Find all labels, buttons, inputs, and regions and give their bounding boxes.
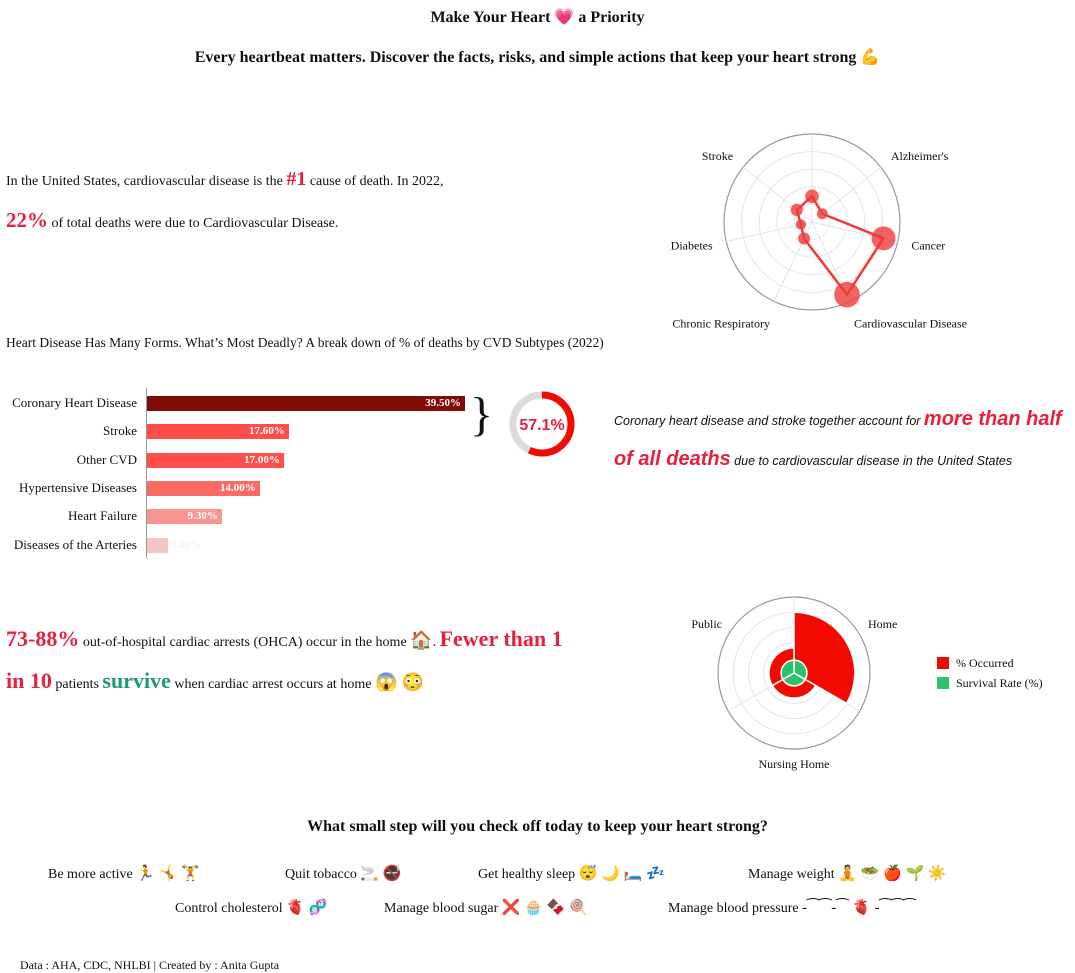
page-title: Make Your Heart 💗 a Priority <box>430 9 645 26</box>
step-emoji-icons: 🏃 🤸 🏋️ <box>136 866 200 882</box>
bar-category-label: Heart Failure <box>68 508 137 524</box>
cvd-pct-highlight: 22% <box>6 208 48 232</box>
radar-data-point <box>790 203 803 217</box>
bar <box>147 452 284 468</box>
radar-axis-label: Diabetes <box>671 239 713 253</box>
radar-data-point <box>834 281 860 308</box>
step-label: Be more active <box>48 867 133 882</box>
bar <box>147 509 222 525</box>
legend-swatch <box>937 657 949 669</box>
step-emoji-icons: 😴 🌙 🛏️ 💤 <box>578 866 665 882</box>
radar-data-point <box>816 208 828 220</box>
bar-value-label: 2.60% <box>170 538 202 551</box>
bar <box>147 480 260 496</box>
callout-a: Coronary heart disease and stroke togeth… <box>614 414 924 428</box>
ohca-dot: . <box>432 635 440 650</box>
bar-value-label: 14.00% <box>219 481 256 494</box>
bar-category-label: Hypertensive Diseases <box>18 479 137 495</box>
shocked-face-icons: 😱 😳 <box>374 672 425 692</box>
bar <box>147 424 289 440</box>
step-label: Quit tobacco <box>285 867 357 882</box>
step-label: Manage blood sugar <box>384 901 499 916</box>
callout-text: Coronary heart disease and stroke togeth… <box>614 400 1064 480</box>
polar-category-label: Home <box>868 617 897 631</box>
ohca-location-polar-chart: Home Nursing Home Public % Occurred Survival… <box>691 596 1043 771</box>
radar-axis-label: Chronic Respiratory <box>672 317 770 331</box>
polar-category-label: Nursing Home <box>759 757 830 771</box>
step-emoji-icons: 🫀 🧬 <box>286 900 328 916</box>
step-label: Control cholesterol <box>175 901 283 916</box>
radar-axis-label: Alzheimer's <box>891 149 949 163</box>
radar-data-point <box>798 232 811 245</box>
ohca-pct-highlight: 73-88% <box>6 626 80 651</box>
bar-category-label: Coronary Heart Disease <box>12 395 137 410</box>
bar-category-label: Other CVD <box>76 451 137 467</box>
radar-axis-label: Cancer <box>911 239 945 253</box>
bar <box>147 537 168 553</box>
combined-share-donut: 57.1% <box>509 391 575 457</box>
step-label: Manage blood pressure <box>668 901 799 916</box>
donut-label: 57.1% <box>519 417 564 434</box>
bar-value-label: 17.60% <box>248 425 285 438</box>
radar-axis-label: Cardiovascular Disease <box>854 317 967 331</box>
step-item: Manage weight 🧘 🥗 🍎 🌱 ☀️ <box>748 864 947 883</box>
step-emoji-icons: 🧘 🥗 🍎 🌱 ☀️ <box>838 866 947 882</box>
callout-highlight: more than half of all deaths <box>614 408 1062 470</box>
intro-text-c: of total deaths were due to Cardiovascul… <box>48 216 339 231</box>
polar-sector <box>793 611 856 705</box>
rank-highlight: #1 <box>286 168 307 190</box>
page-subtitle: Every heartbeat matters. Discover the fa… <box>194 49 881 66</box>
polar-category-label: Public <box>691 617 722 631</box>
step-item: Control cholesterol 🫀 🧬 <box>175 898 327 917</box>
bar-value-label: 17.00% <box>244 453 280 466</box>
intro-text-b: cause of death. In 2022, <box>306 174 444 189</box>
step-item: Get healthy sleep 😴 🌙 🛏️ 💤 <box>478 864 665 883</box>
radar-data-point <box>805 189 819 204</box>
survive-highlight: survive <box>102 668 171 693</box>
donut-arc <box>509 391 575 457</box>
house-icon: 🏠 <box>410 630 433 650</box>
radar-data-point <box>795 219 807 230</box>
ohca-text: 73-88% out-of-hospital cardiac arrests (… <box>6 620 566 704</box>
legend-label: % Occurred <box>956 656 1014 670</box>
footer-credits: Data : AHA, CDC, NHLBI | Created by : An… <box>20 958 280 972</box>
bar-value-label: 39.50% <box>425 397 461 409</box>
step-item: Be more active 🏃 🤸 🏋️ <box>48 864 200 883</box>
subtypes-heading: Heart Disease Has Many Forms. What’s Mos… <box>6 335 604 350</box>
ohca-text-b: patients <box>51 677 103 692</box>
radar-axis-label: Stroke <box>702 149 733 163</box>
step-item: Manage blood pressure -⁀⁀-⁀ 🫀 -⁀⁀⁀ <box>668 898 916 917</box>
steps-heading: What small step will you check off today… <box>307 818 768 835</box>
polar-sector <box>780 659 795 681</box>
step-emoji-icons: ❌ 🧁 🍫 🍭 <box>501 900 588 916</box>
causes-of-death-radar-chart: Alzheimer's Cancer Cardiovascular Disease C… <box>671 133 967 331</box>
legend-swatch <box>937 677 949 689</box>
step-item: Manage blood sugar ❌ 🧁 🍫 🍭 <box>384 898 588 917</box>
step-emoji-icons: -⁀⁀-⁀ 🫀 -⁀⁀⁀ <box>802 900 916 916</box>
bar-category-label: Diseases of the Arteries <box>13 536 137 552</box>
polar-sector <box>781 672 807 687</box>
intro-text-a: In the United States, cardiovascular dis… <box>6 174 287 189</box>
callout-c: due to cardiovascular disease in the Uni… <box>730 454 1013 468</box>
bar-value-label: 9.30% <box>187 510 218 523</box>
step-label: Manage weight <box>748 867 835 882</box>
brace-symbol: } <box>470 388 494 441</box>
bar <box>147 396 465 411</box>
legend-label: Survival Rate (%) <box>956 676 1043 690</box>
bar-category-label: Stroke <box>103 423 137 439</box>
step-label: Get healthy sleep <box>478 867 576 882</box>
fewer-highlight: Fewer than 1 in 10 <box>6 626 563 693</box>
bar-axis-line <box>146 388 147 558</box>
step-item: Quit tobacco 🚬 🚭 <box>285 864 402 883</box>
step-emoji-icons: 🚬 🚭 <box>360 866 402 882</box>
intro-text: In the United States, cardiovascular dis… <box>6 160 444 243</box>
ohca-text-a: out-of-hospital cardiac arrests (OHCA) o… <box>79 635 411 650</box>
radar-data-point <box>871 226 896 251</box>
ohca-text-c: when cardiac arrest occurs at home <box>170 677 375 692</box>
